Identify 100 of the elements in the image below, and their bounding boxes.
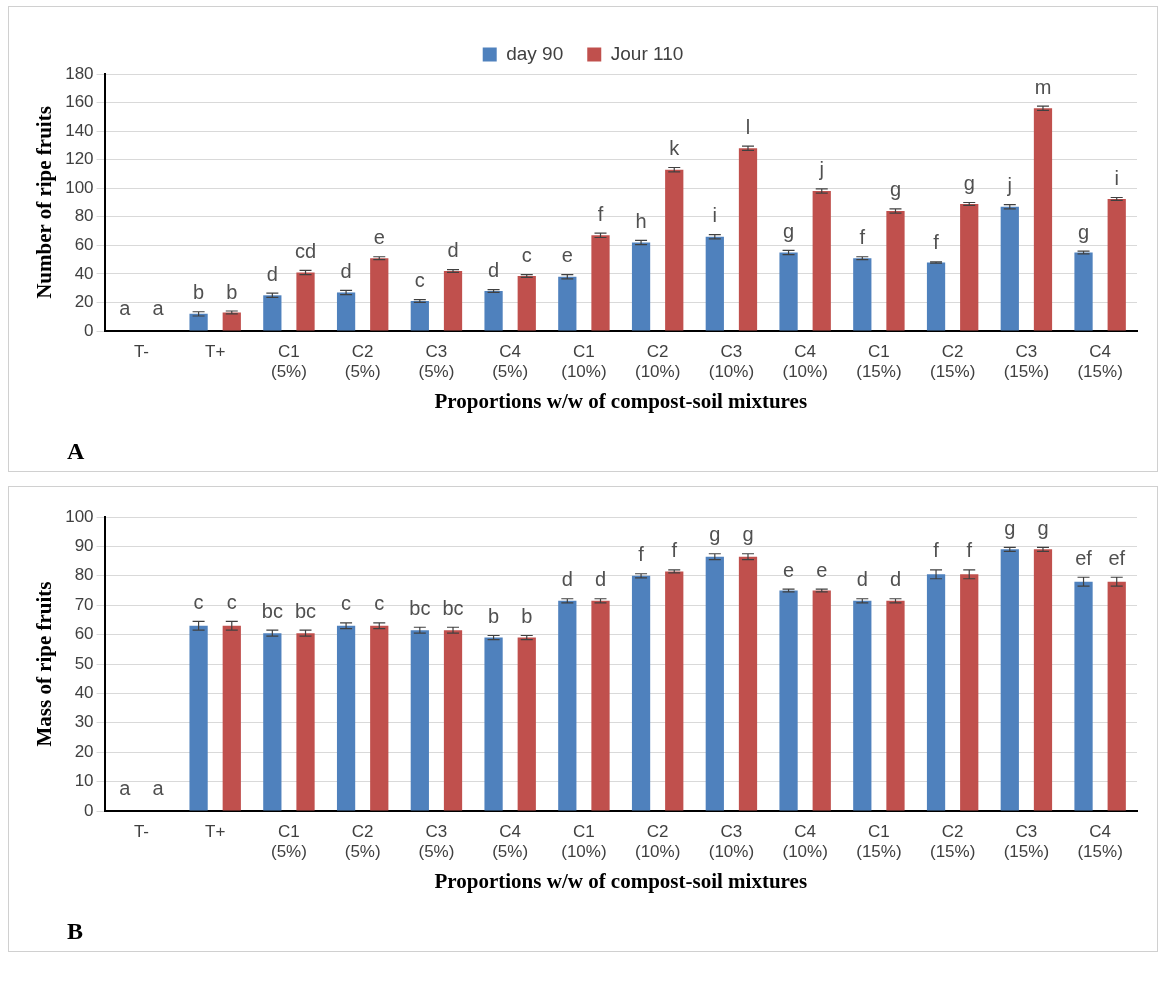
x-tick-label: T- bbox=[133, 341, 149, 361]
data-label: h bbox=[635, 209, 647, 232]
x-tick-label: C4 (15%) bbox=[1077, 821, 1123, 862]
data-label: j bbox=[1006, 174, 1013, 197]
bar bbox=[1074, 581, 1093, 811]
y-tick-label: 10 bbox=[74, 771, 94, 791]
bar bbox=[631, 242, 651, 331]
data-label: c bbox=[341, 592, 352, 615]
bar bbox=[370, 625, 389, 811]
data-label: e bbox=[561, 244, 573, 267]
x-tick-label: C4 (10%) bbox=[782, 341, 828, 382]
bar bbox=[189, 313, 208, 331]
bar bbox=[853, 258, 872, 331]
y-tick-label: 0 bbox=[84, 800, 94, 820]
data-label: ef bbox=[1075, 546, 1093, 569]
text: A bbox=[67, 438, 85, 465]
bar bbox=[1074, 252, 1093, 331]
bar bbox=[591, 235, 610, 331]
bar bbox=[926, 574, 946, 811]
bar bbox=[1033, 549, 1053, 811]
data-label: g bbox=[709, 523, 721, 546]
data-label: l bbox=[745, 115, 751, 138]
bar bbox=[705, 236, 724, 331]
data-label: b bbox=[488, 605, 500, 627]
bar bbox=[779, 590, 798, 811]
data-label: b bbox=[521, 605, 533, 627]
x-tick-label: C4 (15%) bbox=[1077, 341, 1123, 382]
y-tick-label: 60 bbox=[74, 624, 94, 644]
bar bbox=[631, 575, 651, 811]
bar bbox=[443, 271, 463, 331]
y-tick-label: 50 bbox=[74, 653, 94, 673]
bar bbox=[1033, 108, 1053, 331]
bar bbox=[812, 191, 831, 331]
data-label: f bbox=[966, 539, 973, 562]
bar bbox=[738, 148, 758, 331]
y-axis-title: Mass of ripe fruits bbox=[32, 581, 57, 747]
bar bbox=[336, 625, 356, 811]
y-tick-label: 70 bbox=[74, 594, 94, 614]
bar bbox=[517, 637, 536, 811]
data-label: b bbox=[193, 281, 205, 304]
data-label: g bbox=[1037, 516, 1049, 539]
bar bbox=[443, 630, 463, 811]
bar bbox=[960, 203, 979, 331]
x-tick-label: C3 (5%) bbox=[418, 341, 455, 382]
bar bbox=[665, 169, 684, 331]
bar bbox=[1000, 206, 1019, 331]
y-tick-label: 80 bbox=[74, 565, 94, 585]
x-tick-label: C2 (15%) bbox=[929, 341, 976, 382]
x-axis-title: Proportions w/w of compost-soil mixtures bbox=[434, 388, 808, 413]
data-label: g bbox=[782, 219, 795, 242]
bar bbox=[558, 600, 577, 811]
x-tick-label: T+ bbox=[205, 341, 226, 361]
bar bbox=[222, 625, 241, 811]
data-label: a bbox=[152, 296, 165, 319]
data-label: bc bbox=[442, 596, 464, 619]
bar bbox=[296, 633, 315, 811]
bar bbox=[1107, 581, 1126, 811]
legend-label: Jour 110 bbox=[610, 42, 684, 64]
bar bbox=[705, 556, 724, 811]
data-label: g bbox=[1004, 516, 1016, 539]
data-label: d bbox=[561, 568, 573, 591]
data-label: d bbox=[340, 259, 352, 282]
x-axis-title: Proportions w/w of compost-soil mixtures bbox=[434, 868, 808, 893]
data-label: a bbox=[119, 296, 132, 319]
y-tick-label: 20 bbox=[74, 292, 94, 312]
bar bbox=[410, 630, 429, 811]
legend-label: day 90 bbox=[506, 42, 564, 64]
bar bbox=[484, 291, 503, 331]
y-tick-label: 60 bbox=[74, 235, 94, 255]
x-tick-label: C3 (15%) bbox=[1003, 821, 1050, 862]
data-label: g bbox=[742, 523, 754, 546]
bar bbox=[886, 600, 905, 811]
data-label: f bbox=[671, 539, 678, 562]
x-tick-label: C1 (10%) bbox=[561, 341, 607, 382]
data-label: f bbox=[933, 231, 940, 254]
data-label: b bbox=[226, 280, 238, 303]
data-label: f bbox=[597, 202, 604, 225]
data-label: bc bbox=[294, 599, 317, 622]
data-label: c bbox=[521, 244, 532, 267]
y-tick-label: 40 bbox=[74, 683, 94, 703]
data-label: g bbox=[1077, 220, 1090, 243]
x-tick-label: C3 (10%) bbox=[708, 821, 755, 862]
data-label: d bbox=[266, 262, 278, 285]
bar bbox=[886, 211, 905, 331]
bar bbox=[558, 276, 577, 331]
data-label: d bbox=[488, 259, 500, 282]
y-tick-label: 100 bbox=[65, 506, 94, 526]
data-label: bc bbox=[409, 596, 431, 619]
data-label: ef bbox=[1108, 546, 1126, 569]
bar bbox=[296, 272, 315, 331]
x-tick-label: T- bbox=[133, 821, 149, 841]
data-label: f bbox=[638, 543, 645, 566]
bar bbox=[812, 590, 831, 811]
data-label: j bbox=[818, 158, 824, 181]
data-label: f bbox=[859, 226, 866, 249]
data-label: cd bbox=[294, 239, 317, 262]
data-label: g bbox=[963, 172, 975, 195]
x-tick-label: C2 (5%) bbox=[344, 821, 381, 862]
y-axis-title: Number of ripe fruits bbox=[32, 106, 57, 299]
y-tick-label: 40 bbox=[74, 263, 94, 283]
